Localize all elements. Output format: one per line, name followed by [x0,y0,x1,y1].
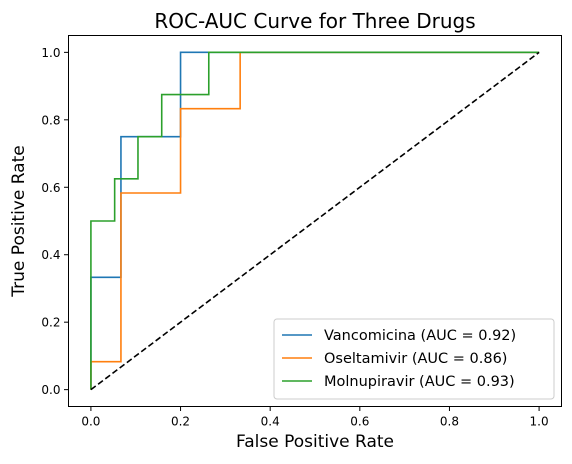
series-line-2 [90,51,540,390]
y-axis-title: True Positive Rate [9,145,29,297]
y-tick-label: 0.2 [41,316,60,330]
y-tick-label: 0.8 [41,113,60,127]
legend-label: Oseltamivir (AUC = 0.86) [324,351,507,367]
y-tick-label: 0.4 [41,248,60,262]
legend-box [273,318,555,400]
y-tick-label: 0.0 [41,383,60,397]
legend: Vancomicina (AUC = 0.92) Oseltamivir (AUC… [273,318,555,400]
legend-label: Vancomicina (AUC = 0.92) [324,328,516,344]
y-tick-label: 0.6 [41,181,60,195]
y-tick-label: 1.0 [41,46,60,60]
x-tick-label: 0.8 [440,415,459,429]
chart-title: ROC-AUC Curve for Three Drugs [154,9,475,33]
x-tick-label: 0.6 [350,415,369,429]
plot-frame [68,35,562,407]
legend-label: Molnupiravir (AUC = 0.93) [324,374,515,390]
x-axis-title: False Positive Rate [236,432,394,452]
x-tick-label: 0.2 [171,415,190,429]
series-line-3 [90,51,540,390]
x-tick-label: 0.0 [81,415,100,429]
x-tick-label: 0.4 [261,415,280,429]
x-tick-label: 1.0 [530,415,549,429]
chance-diagonal [90,51,540,391]
